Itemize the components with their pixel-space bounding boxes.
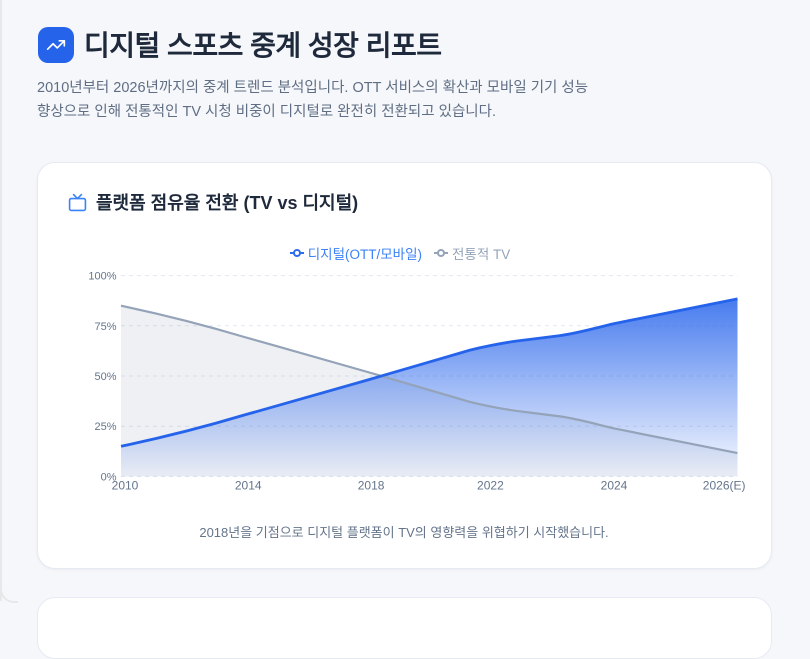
svg-text:50%: 50% bbox=[94, 371, 116, 383]
svg-text:2022: 2022 bbox=[477, 479, 504, 493]
svg-text:2024: 2024 bbox=[601, 479, 628, 493]
svg-text:2010: 2010 bbox=[112, 479, 139, 493]
svg-text:100%: 100% bbox=[88, 271, 116, 283]
svg-text:25%: 25% bbox=[94, 421, 116, 433]
svg-text:75%: 75% bbox=[94, 321, 116, 333]
svg-text:0%: 0% bbox=[101, 471, 117, 483]
svg-text:2014: 2014 bbox=[235, 479, 262, 493]
svg-text:2018: 2018 bbox=[358, 479, 385, 493]
svg-text:2026(E): 2026(E) bbox=[703, 479, 746, 493]
